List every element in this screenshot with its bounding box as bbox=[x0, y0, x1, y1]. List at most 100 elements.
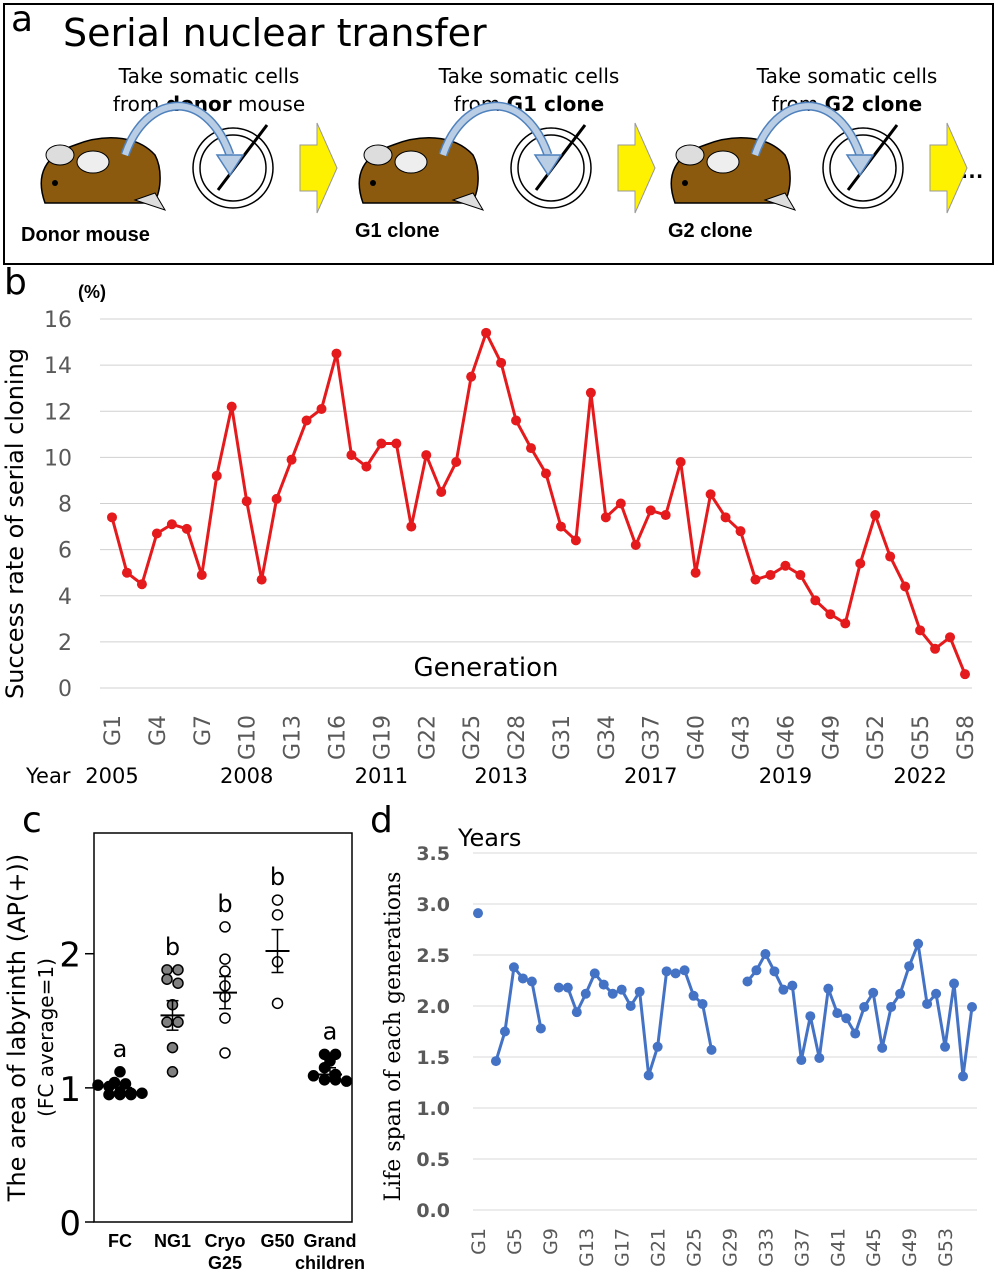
data-point bbox=[271, 909, 284, 921]
data-point bbox=[904, 961, 915, 972]
data-point bbox=[625, 1001, 636, 1011]
panel-a-title: Serial nuclear transfer bbox=[63, 11, 487, 55]
significance-letter: b bbox=[217, 890, 232, 918]
data-point bbox=[316, 403, 327, 414]
data-point bbox=[540, 468, 551, 479]
data-point bbox=[688, 990, 699, 1001]
data-point bbox=[166, 1066, 179, 1078]
series-line bbox=[746, 938, 974, 1077]
year-label: 2017 bbox=[624, 764, 677, 788]
y-tick-label: 10 bbox=[44, 446, 72, 471]
data-point bbox=[877, 1042, 888, 1053]
data-point bbox=[945, 632, 956, 643]
data-point bbox=[473, 908, 483, 919]
x-tick-label: G4 bbox=[146, 715, 171, 746]
data-point bbox=[900, 581, 911, 592]
data-point bbox=[196, 569, 207, 580]
step-2-group bbox=[358, 101, 656, 214]
data-point bbox=[832, 1008, 843, 1019]
data-point bbox=[598, 979, 609, 990]
data-point bbox=[107, 512, 117, 523]
data-point bbox=[585, 387, 596, 398]
data-point bbox=[949, 978, 960, 989]
data-point bbox=[361, 461, 372, 472]
data-point bbox=[161, 973, 173, 985]
step3-caption-line1: Take somatic cells bbox=[756, 64, 938, 88]
next-step-arrow-icon bbox=[929, 122, 968, 214]
data-point bbox=[634, 986, 645, 997]
data-point bbox=[796, 1055, 807, 1066]
step1-caption-post: mouse bbox=[231, 92, 306, 116]
data-point bbox=[600, 512, 611, 523]
data-point bbox=[481, 327, 492, 338]
mouse-ear-icon bbox=[394, 150, 428, 174]
mouse-eye-icon bbox=[52, 180, 58, 186]
data-point bbox=[555, 521, 566, 532]
data-point bbox=[735, 526, 746, 537]
data-point bbox=[643, 1070, 654, 1081]
data-point bbox=[219, 1012, 231, 1024]
data-point bbox=[490, 1056, 501, 1067]
year-label: 2019 bbox=[759, 764, 812, 788]
data-point bbox=[679, 965, 690, 976]
x-tick-label: G50 bbox=[260, 1231, 294, 1251]
data-point bbox=[580, 988, 591, 999]
x-tick-label: Cryo bbox=[204, 1231, 245, 1251]
x-tick-label: G53 bbox=[935, 1228, 957, 1267]
dish-inner-icon bbox=[517, 134, 585, 202]
y-tick-label: 8 bbox=[58, 493, 72, 518]
panel-c-letter: c bbox=[22, 800, 42, 841]
y-tick-label: 3.5 bbox=[416, 843, 450, 865]
data-point bbox=[271, 894, 284, 906]
data-point bbox=[760, 948, 771, 959]
data-point bbox=[751, 965, 762, 976]
data-point bbox=[750, 574, 761, 585]
x-tick-label: G13 bbox=[576, 1228, 598, 1267]
data-point bbox=[855, 558, 866, 569]
y-axis-title: Success rate of serial cloning bbox=[1, 348, 29, 699]
mouse-ear-icon bbox=[76, 150, 110, 174]
data-point bbox=[451, 456, 462, 467]
data-point bbox=[705, 489, 716, 500]
data-point bbox=[376, 438, 387, 449]
data-point bbox=[868, 987, 879, 998]
x-tick-label: G19 bbox=[370, 715, 395, 760]
year-label: 2022 bbox=[893, 764, 946, 788]
data-point bbox=[840, 618, 851, 629]
data-point bbox=[301, 415, 312, 426]
y-tick-label: 2.0 bbox=[416, 996, 450, 1018]
panel-a-schematic: a Serial nuclear transfer Take somatic c… bbox=[3, 0, 994, 265]
donor-mouse-label: Donor mouse bbox=[21, 224, 150, 246]
data-point bbox=[241, 496, 252, 507]
x-tick-label: G45 bbox=[863, 1228, 885, 1267]
transfer-curve-head-icon bbox=[215, 154, 245, 177]
x-tick-label: G41 bbox=[827, 1228, 849, 1267]
x-tick-label: children bbox=[295, 1253, 365, 1270]
data-point bbox=[570, 535, 581, 546]
pipette-icon bbox=[216, 124, 269, 191]
x-tick-label: G22 bbox=[415, 715, 440, 760]
data-point bbox=[778, 984, 789, 995]
data-point bbox=[805, 1011, 816, 1022]
x-tick-label: G5 bbox=[504, 1228, 526, 1255]
data-point bbox=[421, 450, 432, 461]
data-point bbox=[219, 953, 231, 965]
data-point bbox=[859, 1002, 870, 1013]
data-point bbox=[960, 669, 970, 680]
y-tick-label: 14 bbox=[44, 354, 72, 379]
x-tick-label: G16 bbox=[325, 715, 350, 760]
y-tick-label: 0.5 bbox=[416, 1149, 450, 1171]
y-tick-label: 1.0 bbox=[416, 1098, 450, 1120]
mouse-ear-icon bbox=[706, 150, 740, 174]
g1-clone-label: G1 clone bbox=[355, 220, 440, 242]
data-point bbox=[166, 519, 177, 530]
data-point bbox=[720, 512, 731, 523]
transfer-curve-inner bbox=[122, 103, 233, 157]
data-point bbox=[660, 510, 671, 521]
y-tick-label: 0 bbox=[59, 1204, 81, 1244]
step3-caption-bold: G2 clone bbox=[824, 92, 923, 116]
schematic-drawing bbox=[40, 101, 968, 214]
y-tick-label: 1.5 bbox=[416, 1047, 450, 1069]
significance-letter: a bbox=[323, 1017, 338, 1045]
data-point bbox=[810, 595, 821, 606]
